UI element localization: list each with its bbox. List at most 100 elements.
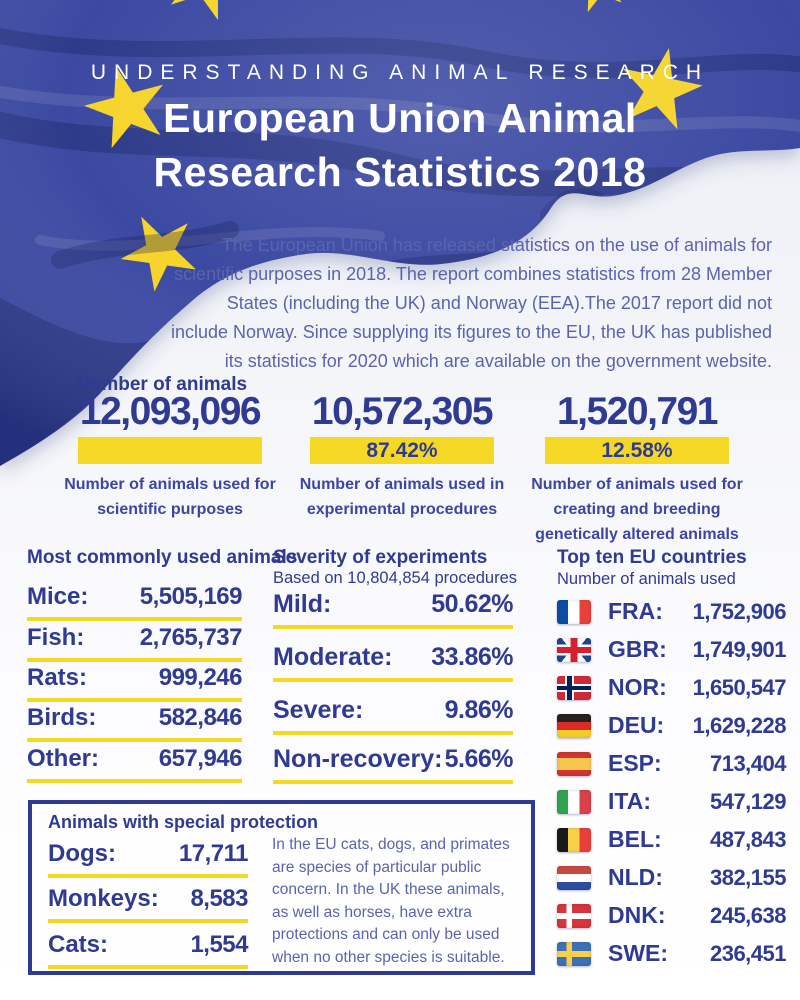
- animal-row: Rats: 999,246: [27, 664, 243, 702]
- country-value: 236,451: [709, 940, 787, 966]
- country-row: GBR: 1,749,901: [557, 634, 787, 665]
- protection-label: Dogs:: [48, 840, 116, 867]
- severity-value: 33.86%: [431, 643, 513, 671]
- animal-value: 582,846: [158, 704, 243, 731]
- protection-row: Dogs: 17,711: [48, 840, 249, 878]
- severity-row: Severe: 9.86%: [273, 696, 514, 735]
- severity-label: Mild:: [273, 590, 332, 618]
- protection-row: Cats: 1,554: [48, 931, 248, 969]
- country-value: 1,749,901: [692, 636, 787, 662]
- stat-caption: Number of animals used in experimental p…: [299, 476, 505, 518]
- severity-value: 50.62%: [431, 590, 513, 618]
- protection-label: Monkeys:: [48, 885, 159, 912]
- eu-flag-banner: [0, 0, 800, 466]
- stat-bar: 12.58%: [545, 437, 729, 464]
- country-value: 487,843: [709, 826, 787, 852]
- country-code: DEU:: [608, 712, 665, 738]
- animal-value: 5,505,169: [139, 583, 243, 610]
- countries-subheading: Number of animals used: [557, 570, 736, 588]
- country-row: ESP: 713,404: [557, 748, 787, 779]
- intro-paragraph: The European Union has released statisti…: [171, 235, 772, 371]
- animal-row: Birds: 582,846: [27, 704, 243, 742]
- common-animals-heading: Most commonly used animals: [27, 547, 298, 568]
- norway-flag-icon: [557, 675, 591, 700]
- severity-heading: Severity of experiments: [273, 547, 488, 568]
- protection-value: 17,711: [178, 840, 249, 867]
- severity-row: Moderate: 33.86%: [273, 643, 513, 682]
- protection-label: Cats:: [48, 931, 109, 958]
- stat-caption: Number of animals used for scientific pu…: [64, 476, 276, 518]
- country-row: DNK: 245,638: [557, 900, 786, 931]
- country-code: NOR:: [608, 674, 667, 700]
- page-title-line1: European Union Animal: [163, 95, 637, 141]
- country-value: 1,650,547: [692, 674, 787, 700]
- stat-total-animals: 12,093,096 Number of animals used for sc…: [64, 390, 276, 522]
- stat-value: 10,572,305: [311, 390, 494, 433]
- animal-label: Rats:: [27, 664, 88, 691]
- stat-bar: [78, 437, 262, 464]
- country-row: NOR: 1,650,547: [557, 672, 787, 703]
- protection-note: In the EU cats, dogs, and primates are s…: [272, 836, 510, 966]
- totals-heading: Number of animals: [76, 374, 248, 395]
- spain-flag-icon: [557, 751, 591, 776]
- animal-value: 657,946: [158, 745, 243, 772]
- page-title-line2: Research Statistics 2018: [153, 149, 647, 195]
- country-code: ITA:: [608, 788, 652, 814]
- belgium-flag-icon: [557, 827, 591, 852]
- netherlands-flag-icon: [557, 865, 591, 890]
- united-kingdom-flag-icon: [557, 637, 591, 662]
- country-code: NLD:: [608, 864, 663, 890]
- protection-heading: Animals with special protection: [48, 812, 319, 832]
- animal-row: Other: 657,946: [27, 745, 243, 783]
- country-row: NLD: 382,155: [557, 862, 787, 893]
- protection-row: Monkeys: 8,583: [48, 885, 248, 923]
- countries-heading: Top ten EU countries: [557, 547, 747, 568]
- country-value: 713,404: [709, 750, 787, 776]
- stat-value: 12,093,096: [79, 390, 262, 433]
- severity-subheading: Based on 10,804,854 procedures: [273, 569, 518, 587]
- stat-experimental: 10,572,305 87.42% Number of animals used…: [300, 390, 504, 522]
- animal-row: Fish: 2,765,737: [27, 624, 243, 662]
- country-code: ESP:: [608, 750, 662, 776]
- severity-label: Moderate:: [273, 643, 393, 671]
- severity-label: Severe:: [273, 696, 364, 724]
- animal-label: Birds:: [27, 704, 97, 731]
- animal-value: 999,246: [158, 664, 243, 691]
- country-value: 245,638: [709, 902, 787, 928]
- protection-value: 1,554: [190, 931, 248, 958]
- country-row: ITA: 547,129: [557, 786, 786, 817]
- france-flag-icon: [557, 599, 591, 624]
- stat-caption: Number of animals used for creating and …: [531, 476, 743, 543]
- stat-breeding: 1,520,791 12.58% Number of animals used …: [531, 390, 743, 547]
- animal-label: Mice:: [27, 583, 89, 610]
- protection-value: 8,583: [190, 885, 248, 912]
- stat-value: 1,520,791: [556, 390, 719, 433]
- country-value: 382,155: [709, 864, 787, 890]
- severity-label: Non-recovery:: [273, 745, 443, 773]
- country-code: GBR:: [608, 636, 667, 662]
- animal-label: Other:: [27, 745, 99, 772]
- severity-row: Non-recovery: 5.66%: [273, 745, 514, 784]
- stat-bar: 87.42%: [310, 437, 494, 464]
- country-value: 1,629,228: [692, 712, 787, 738]
- animal-label: Fish:: [27, 624, 85, 651]
- country-row: FRA: 1,752,906: [557, 596, 787, 627]
- country-code: FRA:: [608, 598, 663, 624]
- special-protection-panel: Animals with special protection Dogs: 17…: [28, 800, 535, 975]
- country-code: DNK:: [608, 902, 666, 928]
- kicker: UNDERSTANDING ANIMAL RESEARCH: [90, 61, 710, 84]
- severity-row: Mild: 50.62%: [273, 590, 513, 629]
- country-code: BEL:: [608, 826, 662, 852]
- country-row: DEU: 1,629,228: [557, 710, 786, 741]
- country-value: 1,752,906: [692, 598, 787, 624]
- country-row: BEL: 487,843: [557, 824, 787, 855]
- country-code: SWE:: [608, 940, 669, 966]
- country-row: SWE: 236,451: [557, 938, 786, 969]
- germany-flag-icon: [557, 713, 591, 738]
- animal-row: Mice: 5,505,169: [27, 583, 243, 621]
- severity-value: 5.66%: [444, 745, 514, 773]
- animal-value: 2,765,737: [139, 624, 243, 651]
- sweden-flag-icon: [557, 941, 591, 966]
- italy-flag-icon: [557, 789, 591, 814]
